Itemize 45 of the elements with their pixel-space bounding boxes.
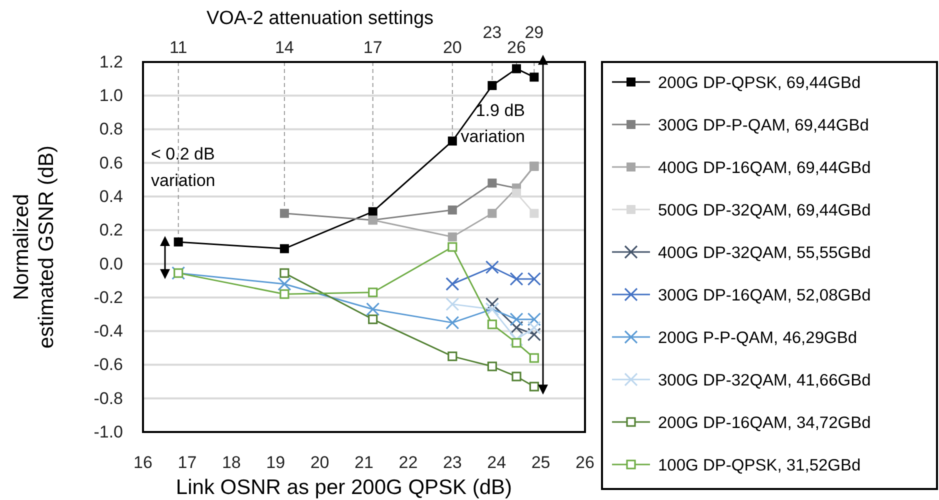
- x-tick-label: 18: [222, 453, 241, 472]
- legend-label: 200G DP-QPSK, 69,44GBd: [658, 74, 861, 92]
- y-tick-label: -0.2: [94, 288, 123, 307]
- x-tick-label: 19: [266, 453, 286, 472]
- legend-label: 300G DP-16QAM, 52,08GBd: [658, 286, 871, 304]
- y-tick-label: -1.0: [94, 422, 123, 442]
- x-tick-label: 16: [134, 453, 152, 472]
- y-axis-title: Normalized estimated GSNR (dB): [10, 145, 58, 349]
- annotation: 1.9 dB variation: [460, 100, 525, 146]
- y-tick-label: 1.2: [99, 52, 123, 72]
- legend-label: 200G DP-16QAM, 34,72GBd: [658, 414, 871, 432]
- legend-label: 200G P-P-QAM, 46,29GBd: [658, 329, 858, 347]
- annotation: 14: [274, 38, 294, 57]
- x-tick-label: 21: [354, 453, 374, 472]
- y-tick-label: 0.0: [99, 254, 123, 274]
- annotation: 20: [442, 38, 462, 57]
- x-tick-label: 22: [398, 453, 418, 472]
- legend-label: 300G DP-P-QAM, 69,44GBd: [658, 116, 869, 134]
- legend-label: 300G DP-32QAM, 41,66GBd: [658, 372, 871, 390]
- x-tick-label: 25: [531, 453, 550, 472]
- legend-label: 100G DP-QPSK, 31,52GBd: [658, 456, 861, 474]
- y-tick-label: 0.4: [99, 186, 123, 206]
- y-tick-label: -0.4: [94, 322, 123, 341]
- x-tick-label: 24: [487, 453, 506, 472]
- annotation: 11: [170, 38, 188, 57]
- y-tick-label: 0.2: [99, 220, 123, 240]
- x-tick-label: 23: [442, 453, 462, 472]
- legend-label: 400G DP-16QAM, 69,44GBd: [658, 159, 871, 177]
- x-axis-title: Link OSNR as per 200G QPSK (dB): [176, 476, 512, 499]
- x-tick-label: 26: [576, 453, 594, 472]
- y-tick-label: -0.8: [94, 388, 123, 408]
- annotation: < 0.2 dB variation: [151, 144, 216, 190]
- x-tick-label: 17: [178, 453, 197, 472]
- annotation: 23: [482, 23, 502, 42]
- legend-label: 500G DP-32QAM, 69,44GBd: [658, 202, 871, 220]
- annotation: 17: [363, 38, 382, 57]
- y-tick-label: 0.8: [99, 120, 123, 139]
- annotation: 26: [507, 38, 526, 57]
- text: VOA-2 attenuation settings: [206, 8, 434, 29]
- legend-label: 400G DP-32QAM, 55,55GBd: [658, 244, 871, 262]
- y-tick-label: 1.0: [99, 86, 123, 106]
- y-tick-label: 0.6: [99, 153, 123, 172]
- y-tick-label: -0.6: [94, 355, 123, 374]
- x-tick-label: 20: [310, 453, 330, 472]
- annotation: 29: [524, 23, 544, 42]
